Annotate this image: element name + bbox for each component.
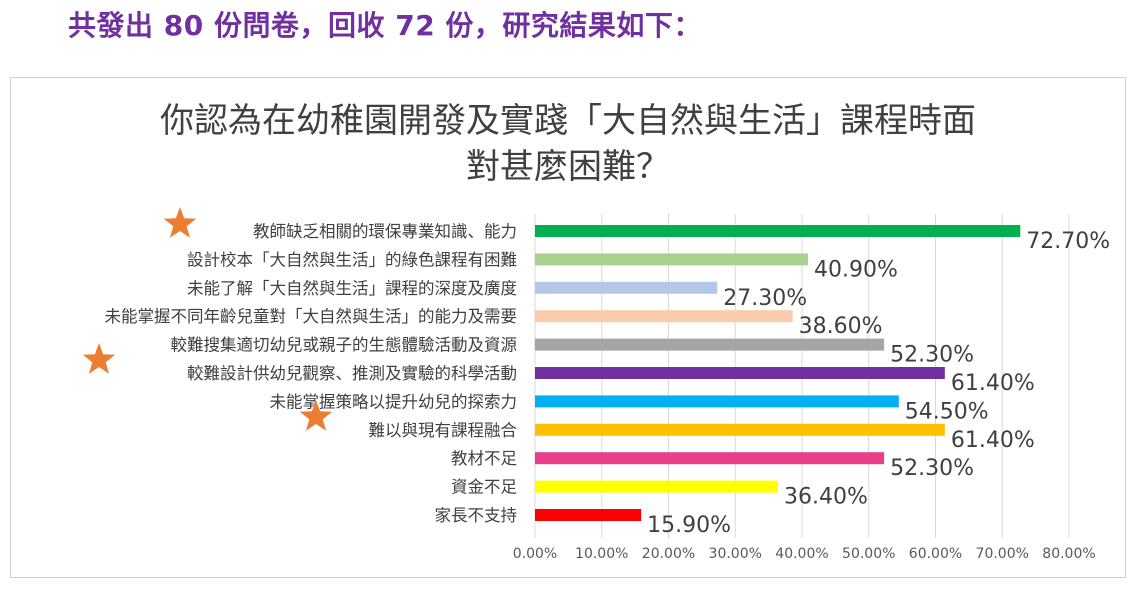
x-tick-label: 0.00% [513,546,557,562]
bar [535,225,1021,237]
bar [535,253,809,266]
category-label: 家長不支持 [435,506,518,525]
category-label: 教材不足 [451,449,517,468]
bar [535,338,885,351]
bar [535,423,945,436]
chart-title-line-1: 你認為在幼稚園開發及實踐「大自然與生活」課程時面 [160,101,976,141]
x-tick-label: 40.00% [775,546,828,562]
category-label: 資金不足 [451,478,517,497]
category-label: 難以與現有課程融合 [369,421,518,440]
bar [535,367,945,379]
value-label: 38.60% [799,314,883,339]
star-icon [299,400,333,431]
star-icon [82,343,116,374]
bar [535,395,899,408]
chart-title-line-2: 對甚麼困難？ [466,147,670,187]
value-label: 61.40% [951,428,1035,453]
value-label: 15.90% [647,513,731,538]
value-label: 72.70% [1026,229,1110,254]
bar [535,509,642,521]
x-tick-label: 10.00% [575,546,628,562]
category-label: 未能掌握策略以提升幼兒的探索力 [270,392,518,411]
x-tick-label: 50.00% [842,546,895,562]
category-label: 未能掌握不同年齡兒童對「大自然與生活」的能力及需要 [105,307,518,326]
bar [535,310,793,323]
value-label: 52.30% [890,343,974,368]
bar [535,480,778,493]
category-label: 較難搜集適切幼兒或親子的生態體驗活動及資源 [171,336,518,355]
category-label: 設計校本「大自然與生活」的綠色課程有困難 [187,250,517,269]
bar [535,452,885,465]
page-headline: 共發出 80 份問卷，回收 72 份，研究結果如下： [68,9,702,42]
category-label: 較難設計供幼兒觀察、推測及實驗的科學活動 [187,364,517,383]
value-label: 52.30% [890,456,974,481]
x-tick-label: 20.00% [642,546,695,562]
x-tick-label: 70.00% [976,546,1029,562]
category-label: 未能了解「大自然與生活」課程的深度及廣度 [187,279,517,298]
value-label: 40.90% [814,257,898,282]
value-label: 27.30% [723,286,807,311]
chart-title: 你認為在幼稚園開發及實踐「大自然與生活」課程時面 對甚麼困難？ [10,98,1126,190]
value-label: 54.50% [905,399,989,424]
star-icon [163,207,197,238]
x-tick-label: 60.00% [909,546,962,562]
x-tick-label: 30.00% [709,546,762,562]
value-label: 61.40% [951,371,1035,396]
x-tick-label: 80.00% [1042,546,1095,562]
value-label: 36.40% [784,485,868,510]
bar [535,281,718,294]
chart-frame [10,77,1126,578]
category-label: 教師缺乏相關的環保專業知識、能力 [253,222,517,241]
